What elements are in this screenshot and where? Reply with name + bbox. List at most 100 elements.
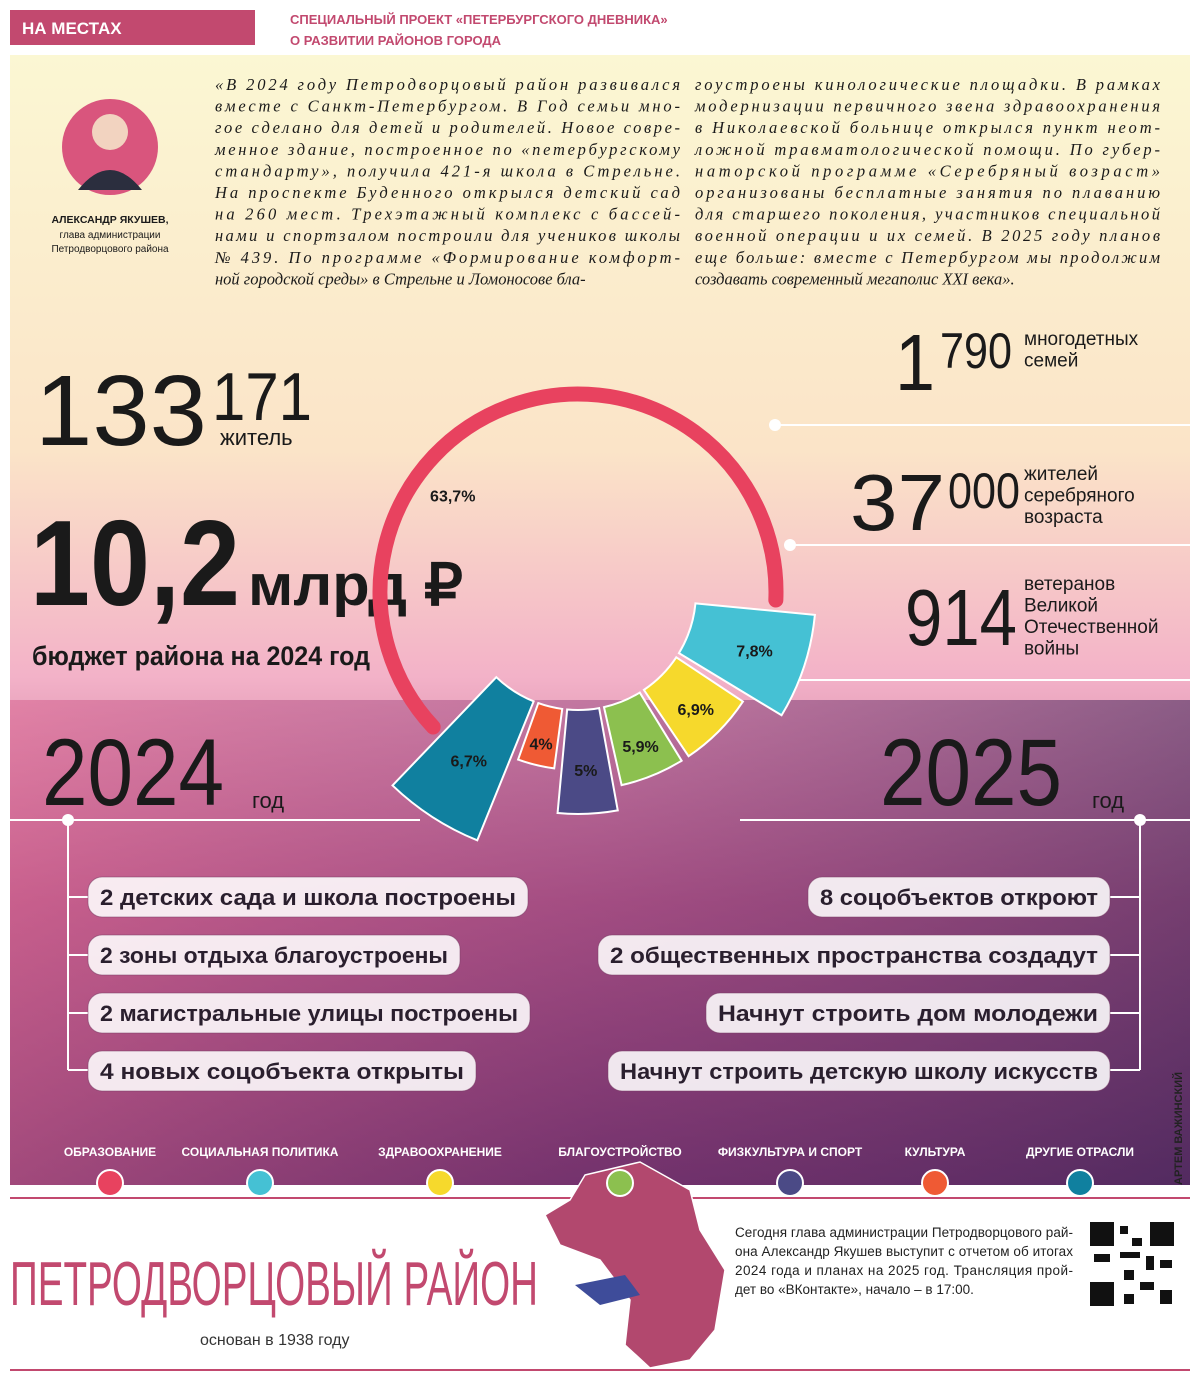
stat-label: Великой — [1024, 596, 1098, 617]
stat-label: серебряного — [1024, 486, 1135, 507]
value-label: 63,7% — [430, 489, 475, 506]
footer-title: ПЕТРОДВОРЦОВЫЙ РАЙОН — [10, 1249, 538, 1319]
value-label: 4% — [530, 737, 553, 754]
project-line: СПЕЦИАЛЬНЫЙ ПРОЕКТ «ПЕТЕРБУРГСКОГО ДНЕВН… — [290, 12, 668, 27]
portrait-face — [92, 114, 128, 150]
value-label: 5,9% — [622, 739, 658, 756]
value-label: 7,8% — [736, 644, 772, 661]
legend-swatch — [921, 1169, 949, 1197]
legend-swatch — [426, 1169, 454, 1197]
stat-label: ветеранов — [1024, 574, 1115, 595]
quote-line: на 260 мест. Трехэтажный комплекс с басс… — [215, 205, 680, 224]
quote-line: еще больше: вместе с Петербургом мы прод… — [695, 248, 1160, 267]
year-word: год — [1092, 788, 1124, 813]
plan-item: 8 соцобъектов откроют — [820, 885, 1098, 910]
footer-note: дет во «ВКонтакте», начало – в 17:00. — [735, 1282, 974, 1297]
author-name: АЛЕКСАНДР ЯКУШЕВ, — [51, 214, 168, 226]
sector — [677, 602, 816, 717]
legend-swatch — [1066, 1169, 1094, 1197]
plan-pill — [87, 992, 531, 1034]
rubric-box — [10, 10, 255, 45]
quote-line: На проспекте Буденного открылся детский … — [214, 183, 680, 202]
quote-line: наторской программе «Серебряный возраст» — [695, 161, 1160, 180]
plan-item: 2 магистральные улицы построены — [100, 1001, 518, 1026]
year-word: год — [252, 788, 284, 813]
legend-label: ЗДРАВООХРАНЕНИЕ — [378, 1145, 502, 1159]
quote-line: в Николаевской больнице открылся пункт н… — [695, 118, 1160, 137]
stat-label: возраста — [1024, 507, 1103, 528]
plan-pill — [607, 1050, 1111, 1092]
quote-line: создавать современный мегаполис XXI века… — [695, 269, 1015, 288]
population-small: 171 — [212, 359, 312, 435]
quote-line: организованы бесплатные занятия по плава… — [695, 183, 1160, 202]
legend-label: КУЛЬТУРА — [905, 1145, 966, 1159]
sector — [642, 655, 745, 758]
photo-credit: АРТЕМ ВАЖИНСКИЙ — [1172, 1072, 1185, 1185]
footer-note: Сегодня глава администрации Петродворцов… — [735, 1225, 1073, 1240]
quote-line: для старшего поколения, участников специ… — [695, 205, 1161, 224]
stat-label: Отечественной — [1024, 617, 1158, 638]
footer-founded: основан в 1938 году — [200, 1332, 349, 1349]
value-label: 5% — [574, 763, 597, 780]
project-line: О РАЗВИТИИ РАЙОНОВ ГОРОДА — [290, 33, 502, 48]
quote-line: ной городской среды» в Стрельне и Ломоно… — [215, 269, 586, 288]
sector — [556, 706, 619, 815]
plan-item: Начнут строить дом молодежи — [718, 1001, 1098, 1026]
plan-pill — [87, 934, 461, 976]
connectors — [10, 424, 1190, 1071]
stat-label: многодетных — [1024, 329, 1139, 350]
portrait-suit — [78, 170, 142, 190]
quote-line: «В 2024 году Петродворцовый район развив… — [215, 75, 680, 94]
legend-label: ФИЗКУЛЬТУРА И СПОРТ — [718, 1145, 863, 1159]
plan-pill — [807, 876, 1111, 918]
sector — [516, 701, 564, 770]
plan-pill — [87, 876, 529, 918]
value-label: 6,7% — [450, 754, 486, 771]
quote-line: № 439. По программе «Формирование комфор… — [214, 248, 680, 267]
stat-big: 914 — [905, 573, 1017, 662]
sector — [602, 691, 684, 787]
plan-item: 4 новых соцобъекта открыты — [100, 1059, 464, 1084]
legend-label: ОБРАЗОВАНИЕ — [64, 1145, 156, 1159]
plan-pill — [87, 1050, 477, 1092]
quote-line: ложной травматологической помощи. По губ… — [694, 140, 1160, 159]
stat-label: семей — [1024, 351, 1078, 372]
legend-label: ДРУГИЕ ОТРАСЛИ — [1026, 1145, 1134, 1159]
budget-unit: млрд ₽ — [248, 553, 463, 618]
stat-big: 1 — [895, 318, 935, 407]
legend-swatch — [776, 1169, 804, 1197]
stat-small: 000 — [948, 463, 1020, 519]
district-map — [544, 1161, 726, 1369]
footer-note: 2024 года и планах на 2025 год. Трансляц… — [735, 1263, 1073, 1278]
legend-label: СОЦИАЛЬНАЯ ПОЛИТИКА — [182, 1145, 339, 1159]
budget-value: 10,2 — [30, 495, 240, 631]
qr-code — [1088, 1220, 1176, 1308]
legend-label: БЛАГОУСТРОЙСТВО — [558, 1144, 681, 1159]
stat-big: 37 — [850, 458, 945, 547]
quote-line: гоустроены кинологические площадки. В ра… — [695, 75, 1161, 94]
year: 2025 — [880, 720, 1062, 826]
plan-item: Начнут строить детскую школу искусств — [620, 1059, 1098, 1084]
stat-label: жителей — [1024, 464, 1098, 485]
legend-swatch — [246, 1169, 274, 1197]
plan-item: 2 зоны отдыха благоустроены — [100, 943, 448, 968]
legend-swatch — [606, 1169, 634, 1197]
stat-small: 790 — [940, 323, 1012, 379]
ring-arc — [372, 386, 784, 735]
budget-caption: бюджет района на 2024 год — [32, 641, 370, 671]
plan-item: 2 детских сада и школа построены — [100, 885, 516, 910]
plan-pill — [705, 992, 1111, 1034]
footer-note: она Александр Якушев выступит с отчетом … — [735, 1244, 1073, 1259]
value-label: 6,9% — [678, 702, 714, 719]
plan-item: 2 общественных пространства создадут — [610, 943, 1098, 968]
author-position: глава администрации — [60, 230, 161, 241]
stat-label: войны — [1024, 639, 1079, 660]
map-water — [575, 1275, 640, 1305]
population-unit: житель — [220, 425, 293, 450]
rubric: НА МЕСТАХ — [22, 19, 122, 38]
population-big: 133 — [35, 355, 207, 467]
quote-line: менное здание, построенное по «петербург… — [214, 140, 681, 159]
quote-line: нами и спортзалом построили для учеников… — [215, 226, 680, 245]
plan-pill — [597, 934, 1111, 976]
